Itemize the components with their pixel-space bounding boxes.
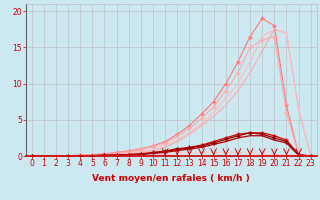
X-axis label: Vent moyen/en rafales ( km/h ): Vent moyen/en rafales ( km/h )	[92, 174, 250, 183]
